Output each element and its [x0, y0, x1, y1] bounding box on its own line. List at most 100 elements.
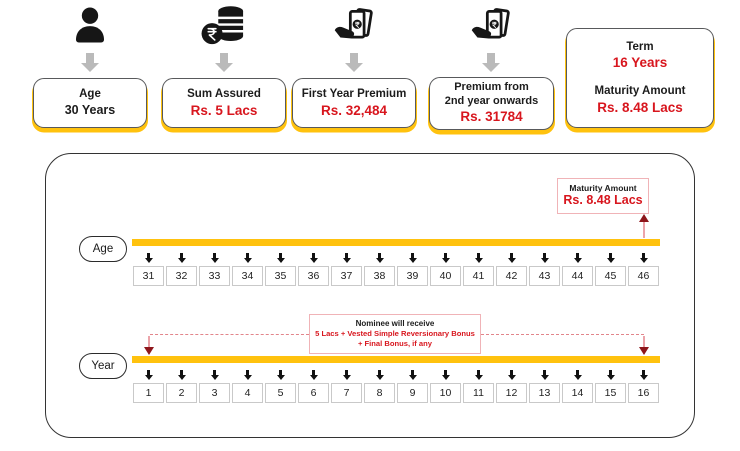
- age-tick: 44: [561, 253, 594, 286]
- down-arrow-icon: [210, 253, 219, 263]
- age-card: Age 30 Years: [33, 78, 147, 128]
- renewal-premium-card-title-line1: Premium from: [454, 80, 529, 93]
- year-row-label-text: Year: [91, 360, 115, 372]
- year-cell: 6: [298, 383, 329, 403]
- age-tick: 33: [198, 253, 231, 286]
- nominee-callout-line2: 5 Lacs + Vested Simple Reversionary Bonu…: [315, 329, 475, 338]
- year-tick: 7: [330, 370, 363, 403]
- age-tick: 45: [594, 253, 627, 286]
- age-cell: 33: [199, 266, 230, 286]
- down-arrow-icon: [638, 336, 650, 355]
- renewal-premium-card: Premium from 2nd year onwards Rs. 31784: [429, 77, 554, 130]
- year-tick: 14: [561, 370, 594, 403]
- age-tick: 43: [528, 253, 561, 286]
- age-card-title: Age: [79, 88, 101, 101]
- age-tick: 42: [495, 253, 528, 286]
- sum-assured-card-title: Sum Assured: [187, 87, 261, 100]
- down-arrow-icon: [474, 253, 483, 263]
- down-arrow-icon: [408, 253, 417, 263]
- age-tick: 37: [330, 253, 363, 286]
- down-arrow-icon: [474, 370, 483, 380]
- nominee-callout-title: Nominee will receive: [355, 319, 435, 328]
- year-cell: 15: [595, 383, 626, 403]
- age-timeline-ticks: 31 32 33 34 35: [132, 253, 660, 286]
- down-arrow-icon: [606, 253, 615, 263]
- year-cell: 3: [199, 383, 230, 403]
- year-cell: 5: [265, 383, 296, 403]
- maturity-callout: Maturity Amount Rs. 8.48 Lacs: [557, 178, 649, 214]
- age-cell: 46: [628, 266, 659, 286]
- year-cell: 13: [529, 383, 560, 403]
- age-tick: 35: [264, 253, 297, 286]
- first-year-premium-card-value: Rs. 32,484: [320, 102, 388, 118]
- down-arrow-icon: [507, 253, 516, 263]
- year-cell: 2: [166, 383, 197, 403]
- age-tick: 34: [231, 253, 264, 286]
- age-cell: 31: [133, 266, 164, 286]
- term-value: 16 Years: [612, 55, 668, 71]
- year-tick: 1: [132, 370, 165, 403]
- hand-cash-icon: [469, 8, 513, 46]
- down-arrow-icon: [243, 253, 252, 263]
- age-cell: 40: [430, 266, 461, 286]
- down-arrow-icon: [540, 370, 549, 380]
- year-cell: 16: [628, 383, 659, 403]
- year-cell: 1: [133, 383, 164, 403]
- down-arrow-icon: [482, 53, 500, 72]
- age-cell: 36: [298, 266, 329, 286]
- maturity-callout-label: Maturity Amount: [569, 183, 637, 193]
- year-tick: 4: [231, 370, 264, 403]
- first-year-premium-card-title: First Year Premium: [301, 87, 407, 100]
- age-tick: 31: [132, 253, 165, 286]
- year-cell: 10: [430, 383, 461, 403]
- age-cell: 43: [529, 266, 560, 286]
- age-tick: 39: [396, 253, 429, 286]
- year-tick: 15: [594, 370, 627, 403]
- age-cell: 38: [364, 266, 395, 286]
- maturity-value: Rs. 8.48 Lacs: [597, 99, 683, 115]
- down-arrow-icon: [606, 370, 615, 380]
- year-tick: 13: [528, 370, 561, 403]
- down-arrow-icon: [441, 253, 450, 263]
- hand-cash-icon: [332, 8, 376, 46]
- year-tick: 8: [363, 370, 396, 403]
- age-cell: 42: [496, 266, 527, 286]
- maturity-callout-value: Rs. 8.48 Lacs: [563, 193, 643, 207]
- person-icon: [70, 5, 110, 47]
- age-row-label-text: Age: [92, 243, 114, 255]
- age-cell: 41: [463, 266, 494, 286]
- down-arrow-icon: [144, 370, 153, 380]
- renewal-premium-card-value: Rs. 31784: [460, 109, 523, 125]
- age-cell: 37: [331, 266, 362, 286]
- age-cell: 44: [562, 266, 593, 286]
- down-arrow-icon: [144, 253, 153, 263]
- year-cell: 8: [364, 383, 395, 403]
- year-cell: 4: [232, 383, 263, 403]
- down-arrow-icon: [177, 370, 186, 380]
- year-tick: 11: [462, 370, 495, 403]
- down-arrow-icon: [375, 370, 384, 380]
- nominee-dashed-line-right: [481, 334, 644, 335]
- age-card-value: 30 Years: [64, 103, 116, 118]
- down-arrow-icon: [143, 336, 155, 355]
- renewal-premium-card-title-line2: 2nd year onwards: [444, 94, 539, 107]
- age-timeline-bar: [132, 239, 660, 246]
- year-row-label: Year: [79, 353, 127, 379]
- age-tick: 46: [627, 253, 660, 286]
- age-tick: 38: [363, 253, 396, 286]
- age-cell: 34: [232, 266, 263, 286]
- down-arrow-icon: [573, 370, 582, 380]
- down-arrow-icon: [243, 370, 252, 380]
- year-timeline-ticks: 1 2 3 4 5: [132, 370, 660, 403]
- down-arrow-icon: [276, 253, 285, 263]
- down-arrow-icon: [215, 53, 233, 72]
- year-tick: 2: [165, 370, 198, 403]
- down-arrow-icon: [177, 253, 186, 263]
- year-cell: 9: [397, 383, 428, 403]
- down-arrow-icon: [210, 370, 219, 380]
- year-tick: 16: [627, 370, 660, 403]
- year-cell: 7: [331, 383, 362, 403]
- year-timeline-bar: [132, 356, 660, 363]
- year-tick: 5: [264, 370, 297, 403]
